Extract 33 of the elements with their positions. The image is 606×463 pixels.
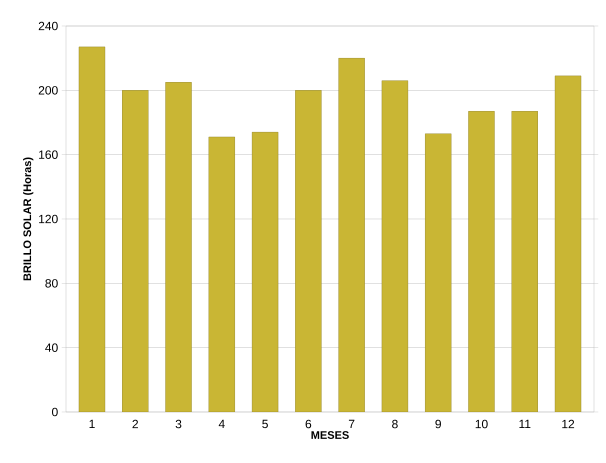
x-tick-label: 1	[90, 420, 95, 428]
bar	[338, 58, 365, 412]
bar	[554, 76, 582, 412]
x-tick-label: 2	[132, 420, 138, 428]
bar	[122, 90, 148, 412]
bar	[208, 136, 235, 412]
x-tick-label: 7	[348, 420, 354, 428]
y-axis-title: BRILLO SOLAR (Horas)	[23, 158, 34, 280]
y-tick-label: 80	[45, 279, 58, 288]
x-tick-label: 4	[218, 420, 225, 428]
bar	[295, 90, 322, 412]
x-axis-title: MESES	[311, 431, 349, 439]
bar	[425, 134, 452, 412]
y-tick-label: 40	[45, 343, 58, 352]
x-tick-label: 12	[562, 420, 574, 428]
x-tick-label: 8	[392, 420, 398, 428]
bar	[252, 132, 278, 412]
bar	[382, 80, 408, 412]
x-tick-label: 9	[435, 420, 441, 428]
bar	[512, 111, 538, 412]
x-tick-label: 5	[262, 420, 268, 428]
y-tick-label: 120	[39, 214, 58, 224]
bar	[166, 82, 192, 412]
x-tick-label: 11	[519, 420, 530, 428]
y-tick-label: 240	[38, 22, 58, 30]
x-tick-label: 6	[306, 420, 312, 428]
y-tick-label: 0	[52, 408, 58, 416]
y-tick-label: 200	[38, 86, 58, 95]
x-tick-label: 3	[176, 420, 182, 428]
x-tick-label: 10	[476, 420, 488, 428]
bar	[78, 46, 105, 412]
y-tick-label: 160	[39, 150, 58, 159]
bar	[468, 111, 494, 412]
